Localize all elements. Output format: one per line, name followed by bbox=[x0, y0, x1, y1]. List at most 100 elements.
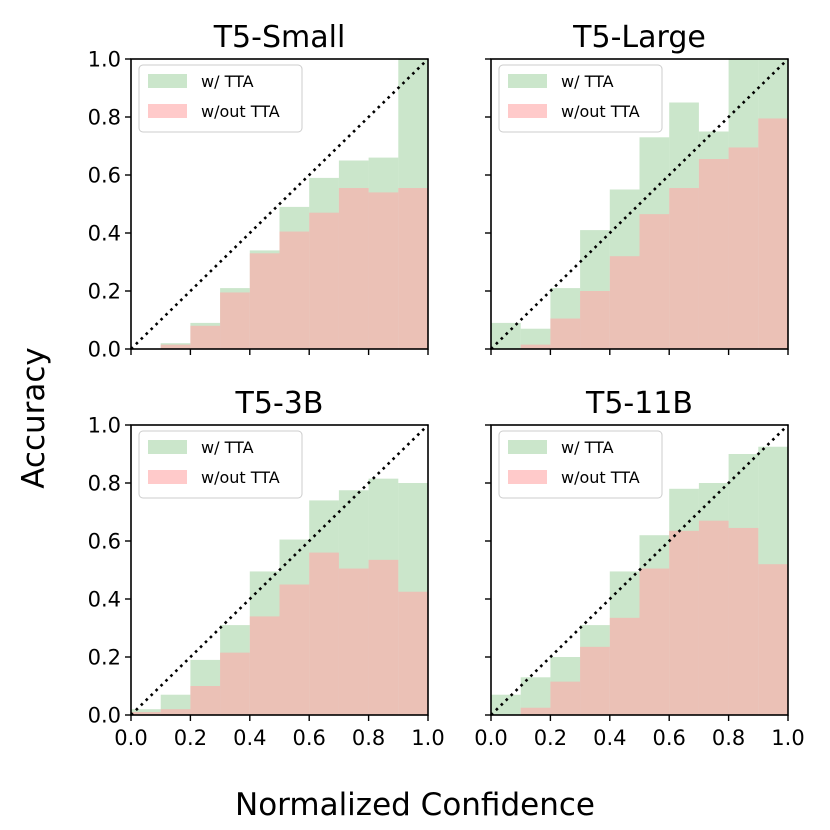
without-tta-bar bbox=[190, 686, 221, 715]
x-tick-label: 1.0 bbox=[771, 726, 804, 750]
without-tta-bar bbox=[279, 231, 310, 349]
x-tick-label: 0.8 bbox=[712, 726, 745, 750]
chart-panel-t5-3b: 0.0 0.2 0.4 0.6 0.8 1.0 0.0 0.2 0.4 0.6 0.8 1.0 T5-3… bbox=[88, 386, 445, 750]
y-tick-label: 0.4 bbox=[88, 222, 121, 246]
x-tick-label: 0.2 bbox=[174, 726, 207, 750]
legend-swatch-with-tta bbox=[508, 74, 547, 88]
without-tta-bar bbox=[368, 192, 399, 349]
y-tick-label: 0.2 bbox=[88, 646, 121, 670]
legend-label-without-tta: w/out TTA bbox=[201, 102, 280, 121]
x-tick-label: 0.6 bbox=[652, 726, 685, 750]
legend-swatch-with-tta bbox=[148, 74, 187, 88]
legend-label-with-tta: w/ TTA bbox=[561, 72, 614, 91]
without-tta-bar bbox=[758, 118, 788, 349]
without-tta-bar bbox=[520, 344, 551, 349]
legend: w/ TTA w/out TTA bbox=[138, 64, 303, 133]
without-tta-bar bbox=[639, 568, 670, 715]
perfect-calibration-line bbox=[490, 58, 789, 350]
with-tta-bar bbox=[491, 694, 521, 715]
without-tta-bar bbox=[279, 584, 310, 715]
legend: w/ TTA w/out TTA bbox=[498, 430, 663, 499]
panels-container: 0.0 0.2 0.4 0.6 0.8 1.0 T5-Small w/ TTA w/out TT… bbox=[88, 20, 805, 750]
legend-label-without-tta: w/out TTA bbox=[201, 468, 280, 487]
x-tick-label: 0.6 bbox=[292, 726, 325, 750]
without-tta-bars bbox=[520, 520, 788, 715]
without-tta-bar bbox=[639, 214, 670, 349]
without-tta-bar bbox=[758, 564, 788, 715]
legend-label-without-tta: w/out TTA bbox=[561, 102, 640, 121]
axes-frame bbox=[130, 424, 429, 716]
panel-title: T5-Large bbox=[572, 20, 706, 55]
without-tta-bar bbox=[249, 616, 280, 715]
without-tta-bar bbox=[580, 646, 610, 715]
legend-swatch-without-tta bbox=[148, 104, 187, 118]
legend-label-without-tta: w/out TTA bbox=[561, 468, 640, 487]
without-tta-bar bbox=[398, 591, 428, 715]
x-tick-label: 0.4 bbox=[233, 726, 266, 750]
without-tta-bar bbox=[698, 520, 729, 715]
y-tick-label: 0.2 bbox=[88, 280, 121, 304]
without-tta-bars bbox=[520, 118, 788, 349]
y-tick-label: 1.0 bbox=[88, 414, 121, 438]
without-tta-bar bbox=[580, 291, 610, 349]
axes-frame bbox=[490, 58, 789, 350]
without-tta-bar bbox=[550, 681, 581, 715]
without-tta-bar bbox=[309, 552, 339, 715]
legend-label-with-tta: w/ TTA bbox=[201, 72, 254, 91]
chart-panel-t5-large: T5-Large w/ TTA w/out TTA bbox=[485, 20, 789, 355]
x-tick-label: 0.0 bbox=[474, 726, 507, 750]
x-tick-label: 0.8 bbox=[352, 726, 385, 750]
without-tta-bar bbox=[550, 318, 581, 349]
without-tta-bar bbox=[190, 325, 221, 349]
without-tta-bar bbox=[669, 530, 699, 715]
figure-y-axis-label: Accuracy bbox=[16, 347, 52, 489]
legend-label-with-tta: w/ TTA bbox=[561, 438, 614, 457]
panel-title: T5-Small bbox=[213, 20, 346, 55]
x-tick-label: 0.0 bbox=[114, 726, 147, 750]
with-tta-bar bbox=[520, 328, 551, 349]
y-tick-label: 0.6 bbox=[88, 164, 121, 188]
y-tick-label: 0.0 bbox=[88, 704, 121, 728]
without-tta-bar bbox=[398, 188, 428, 349]
without-tta-bar bbox=[728, 147, 759, 349]
without-tta-bar bbox=[338, 568, 369, 715]
legend-swatch-without-tta bbox=[508, 104, 547, 118]
without-tta-bar bbox=[131, 712, 161, 715]
x-tick-label: 0.4 bbox=[593, 726, 626, 750]
legend-swatch-without-tta bbox=[508, 470, 547, 484]
panel-title: T5-3B bbox=[235, 386, 324, 421]
y-tick-label: 0.4 bbox=[88, 588, 121, 612]
x-tick-label: 0.2 bbox=[534, 726, 567, 750]
legend-swatch-without-tta bbox=[148, 470, 187, 484]
panel-title: T5-11B bbox=[585, 386, 693, 421]
legend: w/ TTA w/out TTA bbox=[138, 430, 303, 499]
without-tta-bar bbox=[698, 159, 729, 349]
without-tta-bars bbox=[131, 552, 428, 715]
axes-frame bbox=[490, 424, 789, 716]
legend-swatch-with-tta bbox=[148, 440, 187, 454]
without-tta-bar bbox=[160, 709, 191, 715]
without-tta-bar bbox=[609, 256, 640, 349]
chart-panel-t5-11b: 0.0 0.2 0.4 0.6 0.8 1.0 T5-11B w/ TTA w/out TTA bbox=[474, 386, 804, 750]
without-tta-bar bbox=[609, 617, 640, 715]
y-tick-label: 0.0 bbox=[88, 338, 121, 362]
y-tick-label: 0.6 bbox=[88, 530, 121, 554]
figure-x-axis-label: Normalized Confidence bbox=[235, 787, 595, 823]
without-tta-bar bbox=[728, 527, 759, 715]
without-tta-bar bbox=[520, 707, 551, 715]
legend-label-with-tta: w/ TTA bbox=[201, 438, 254, 457]
y-tick-label: 0.8 bbox=[88, 472, 121, 496]
y-tick-label: 0.8 bbox=[88, 106, 121, 130]
y-tick-label: 1.0 bbox=[88, 48, 121, 72]
without-tta-bar bbox=[220, 652, 250, 715]
legend: w/ TTA w/out TTA bbox=[498, 64, 663, 133]
without-tta-bars bbox=[160, 188, 428, 349]
without-tta-bar bbox=[220, 292, 250, 349]
x-tick-label: 1.0 bbox=[411, 726, 444, 750]
perfect-calibration-line bbox=[130, 58, 429, 350]
without-tta-bar bbox=[309, 212, 339, 349]
without-tta-bar bbox=[160, 344, 191, 349]
without-tta-bar bbox=[669, 188, 699, 349]
chart-panel-t5-small: 0.0 0.2 0.4 0.6 0.8 1.0 T5-Small w/ TTA w/out TT… bbox=[88, 20, 429, 362]
